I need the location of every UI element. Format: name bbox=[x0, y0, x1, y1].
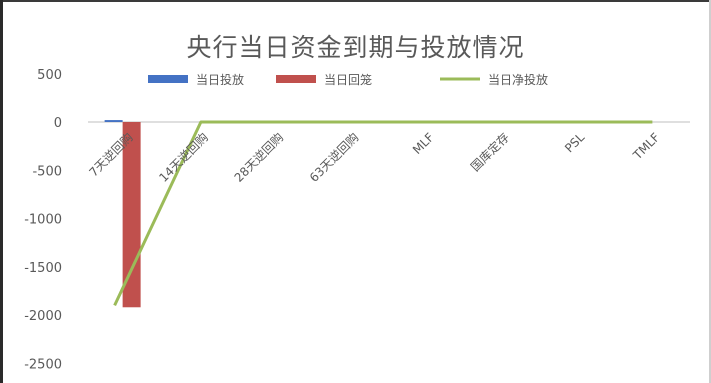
bar-inflow-0 bbox=[104, 120, 123, 122]
y-tick-label: -1000 bbox=[24, 213, 62, 228]
legend-swatch bbox=[148, 75, 188, 83]
frame-left-border bbox=[0, 0, 3, 383]
legend-label: 当日回笼 bbox=[324, 72, 372, 87]
y-axis-labels: 500 0 -500 -1000 -1500 -2000 -2500 bbox=[24, 68, 62, 373]
x-axis-labels: 7天逆回购 14天逆回购 28天逆回购 63天逆回购 MLF 国库定存 PSL TMLF bbox=[86, 130, 663, 185]
frame-top-border bbox=[0, 0, 711, 2]
x-category-label: MLF bbox=[410, 130, 437, 157]
y-tick-label: -2000 bbox=[24, 309, 62, 324]
y-tick-label: 500 bbox=[37, 68, 62, 83]
x-category-label: 28天逆回购 bbox=[231, 130, 286, 185]
x-category-label: 63天逆回购 bbox=[306, 130, 361, 185]
y-tick-label: -2500 bbox=[24, 357, 62, 372]
y-tick-label: -1500 bbox=[24, 261, 62, 276]
y-tick-label: -500 bbox=[32, 164, 62, 179]
legend-label: 当日净投放 bbox=[488, 72, 548, 87]
legend-label: 当日投放 bbox=[196, 72, 244, 87]
chart-title: 央行当日资金到期与投放情况 bbox=[186, 33, 525, 62]
x-category-label: TMLF bbox=[630, 130, 663, 163]
lines bbox=[113, 120, 653, 306]
frame-right-border bbox=[709, 0, 711, 383]
legend-swatch bbox=[276, 75, 316, 83]
y-tick-label: 0 bbox=[54, 116, 62, 131]
x-category-label: 国库定存 bbox=[467, 130, 512, 175]
legend: 当日投放 当日回笼 当日净投放 bbox=[148, 72, 548, 87]
x-category-label: PSL bbox=[562, 130, 587, 155]
net-injection-line bbox=[113, 120, 653, 306]
x-category-label: 14天逆回购 bbox=[156, 130, 211, 185]
